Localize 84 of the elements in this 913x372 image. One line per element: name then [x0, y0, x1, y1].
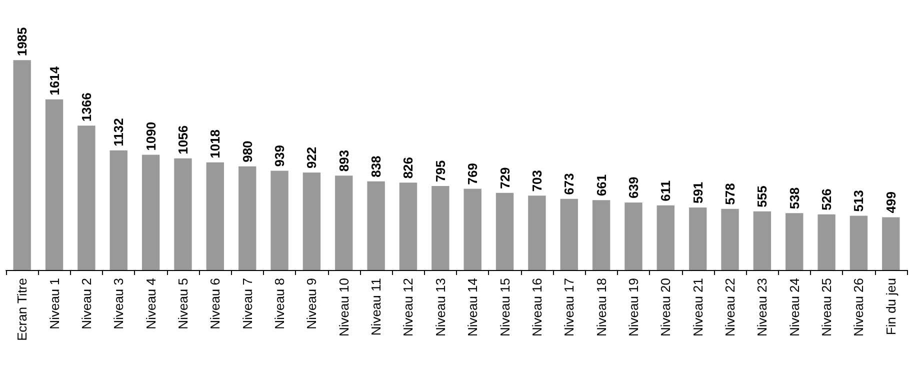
x-tick-label: Niveau 9 — [304, 278, 320, 330]
bar — [270, 170, 288, 270]
data-label: 703 — [529, 170, 544, 192]
bar — [818, 214, 836, 270]
data-label: 611 — [658, 180, 674, 202]
data-label: 795 — [432, 160, 448, 182]
bar — [302, 172, 321, 270]
data-label: 591 — [690, 182, 706, 204]
data-label: 980 — [240, 140, 255, 162]
data-label: 538 — [786, 187, 802, 210]
x-tick-label: Fin du jeu — [883, 278, 898, 336]
x-tick-label: Niveau 15 — [497, 278, 512, 337]
x-tick-label: Niveau 11 — [368, 278, 384, 336]
bar — [335, 176, 353, 270]
x-tick-label: Ecran Titre — [14, 278, 30, 341]
data-label: 922 — [304, 146, 320, 169]
bar — [721, 208, 739, 270]
x-tick-label: Niveau 16 — [529, 278, 544, 337]
bar — [238, 166, 256, 270]
bar — [753, 211, 772, 270]
x-tick-label: Niveau 8 — [272, 278, 288, 330]
bar — [174, 158, 192, 270]
bar — [850, 216, 868, 270]
bar — [624, 202, 642, 270]
data-label: 1985 — [14, 27, 30, 56]
data-label: 1132 — [111, 118, 126, 146]
data-label: 526 — [819, 188, 834, 210]
data-label: 826 — [400, 156, 416, 179]
data-label: 1090 — [143, 122, 158, 151]
data-label: 513 — [851, 190, 866, 212]
bar — [399, 182, 418, 270]
data-label: 1018 — [208, 129, 223, 158]
x-tick-label: Niveau 25 — [819, 278, 834, 337]
bar — [882, 217, 900, 270]
bar — [78, 126, 96, 270]
x-tick-label: Niveau 5 — [175, 278, 190, 330]
bar — [688, 208, 707, 270]
x-tick-label: Niveau 22 — [722, 278, 738, 337]
x-tick-label: Niveau 2 — [78, 278, 94, 330]
data-label: 578 — [722, 183, 738, 205]
bar — [110, 150, 128, 270]
bar — [45, 99, 64, 270]
x-tick-label: Niveau 18 — [594, 278, 609, 337]
data-label: 673 — [562, 173, 577, 195]
data-label: 1056 — [175, 125, 190, 154]
x-tick-label: Niveau 23 — [754, 278, 770, 337]
data-label: 661 — [594, 174, 609, 196]
x-tick-label: Niveau 4 — [143, 278, 158, 330]
x-tick-label: Niveau 24 — [786, 278, 802, 337]
data-label: 1366 — [78, 92, 94, 122]
bar — [496, 192, 514, 270]
bar — [367, 181, 385, 270]
x-tick-label: Niveau 6 — [208, 278, 223, 330]
data-label: 1614 — [46, 66, 62, 96]
data-label: 838 — [368, 156, 384, 178]
x-tick-label: Niveau 26 — [851, 278, 866, 337]
bar — [432, 186, 450, 270]
data-label: 729 — [497, 167, 512, 189]
x-tick-label: Niveau 21 — [690, 278, 706, 337]
x-tick-label: Niveau 3 — [111, 278, 126, 330]
x-tick-label: Niveau 1 — [46, 278, 62, 330]
x-tick-label: Niveau 13 — [432, 278, 448, 337]
bar — [656, 205, 675, 270]
data-label: 939 — [272, 145, 288, 167]
bar — [560, 198, 578, 270]
x-tick-label: Niveau 7 — [240, 278, 255, 330]
x-tick-label: Niveau 14 — [465, 278, 480, 337]
bar — [142, 154, 160, 270]
x-tick-label: Niveau 19 — [626, 278, 641, 337]
data-label: 639 — [626, 176, 641, 198]
data-label: 499 — [883, 192, 898, 214]
bar — [592, 200, 610, 270]
bar — [464, 188, 482, 270]
x-tick-label: Niveau 20 — [658, 278, 674, 337]
bar — [13, 60, 31, 270]
x-tick-label: Niveau 12 — [400, 278, 416, 337]
x-tick-label: Niveau 17 — [562, 278, 577, 337]
x-tick-label: Niveau 10 — [336, 278, 352, 337]
bar — [528, 196, 546, 270]
bar — [786, 213, 804, 270]
data-label: 555 — [754, 186, 770, 208]
bar — [206, 162, 224, 270]
data-label: 769 — [465, 163, 480, 185]
data-label: 893 — [336, 150, 352, 172]
